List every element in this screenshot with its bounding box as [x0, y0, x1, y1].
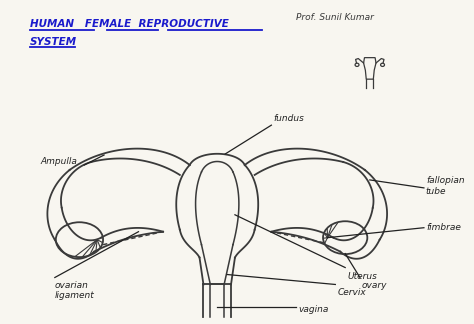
Text: Ampulla: Ampulla — [41, 157, 77, 167]
Text: vagina: vagina — [298, 305, 328, 314]
Text: fimbrae: fimbrae — [426, 223, 461, 232]
Text: ovarian: ovarian — [55, 282, 89, 291]
Text: ligament: ligament — [55, 292, 95, 300]
Text: Cervix: Cervix — [337, 288, 366, 297]
Text: tube: tube — [426, 187, 447, 196]
Text: fundus: fundus — [273, 114, 304, 123]
Text: SYSTEM: SYSTEM — [30, 37, 77, 47]
Text: HUMAN   FEMALE  REPRODUCTIVE: HUMAN FEMALE REPRODUCTIVE — [30, 18, 229, 29]
Text: ovary: ovary — [362, 282, 387, 291]
Text: Uterus: Uterus — [347, 272, 377, 281]
Text: fallopian: fallopian — [426, 176, 465, 185]
Text: Prof. Sunil Kumar: Prof. Sunil Kumar — [296, 13, 374, 22]
